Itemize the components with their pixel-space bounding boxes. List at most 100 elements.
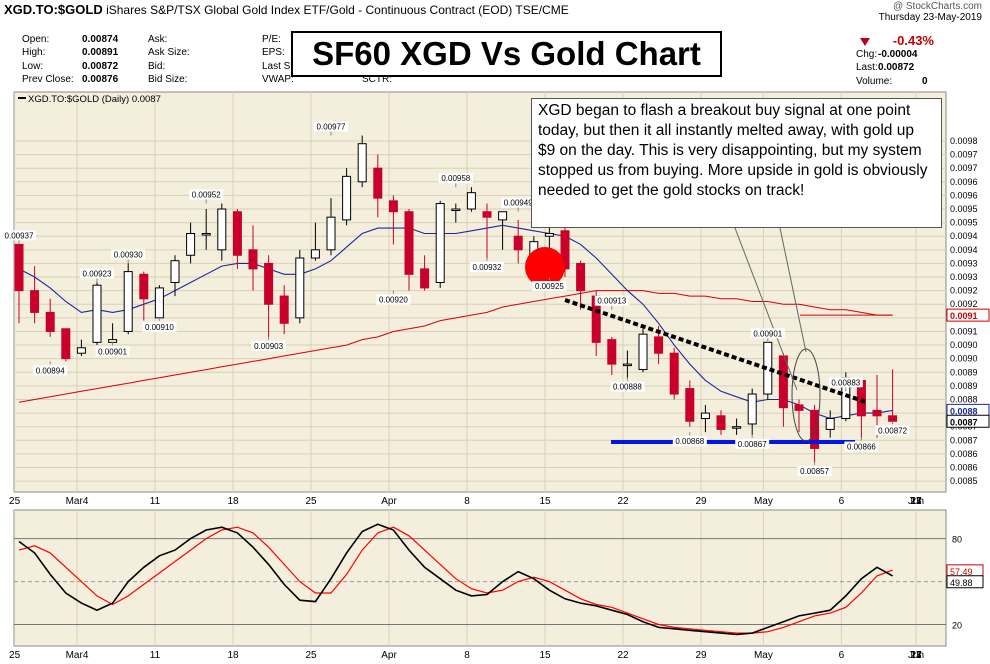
stat-vwap: VWAP: [262,74,294,86]
candle-body [638,333,648,371]
callout-line [734,227,798,391]
long-moving-average-line [18,290,893,403]
candle-body [794,404,804,411]
stat-low: Low: 0.00872 [22,60,118,73]
candle-body [139,273,149,300]
price-annotation-bg [797,466,832,477]
candle-body [30,290,40,313]
price-annotation-bg [376,294,411,305]
price-y-tick-label: 0.0096 [950,190,978,200]
price-y-tick-label: 0.0085 [950,476,978,486]
stat-bid: Bid: [148,60,166,72]
stat-label: Last: [856,62,878,74]
candle-body [45,311,55,332]
stat-ask: Ask: [148,34,168,45]
candle-body [685,388,695,422]
candle-body [607,339,617,365]
price-annotation-label: 0.00937 [5,231,34,240]
candle-body [154,287,164,319]
osc-x-tick-label: 29 [695,650,707,661]
price-annotation-bg [532,281,567,292]
price-annotation-bg [2,230,36,241]
candle-body [201,232,211,236]
osc-x-tick-label: 6 [839,650,845,661]
candle-body [810,409,820,449]
price-y-tick-label: 0.0093 [950,258,978,268]
osc-x-tick-label: 15 [539,650,551,661]
stat-label: Prev Close: [22,74,74,86]
stat-high: High: 0.00891 [22,46,118,59]
price-annotation-bg [438,173,473,184]
stat-value: 0.00876 [82,74,119,86]
price-x-tick-label: 21 [910,496,922,507]
osc-x-tick-label: 27 [910,650,922,661]
price-y-tick-label: 0.0097 [950,163,978,173]
price-annotation-bg [33,365,68,376]
chart-title: XGD.TO:$GOLD iShares S&P/TSX Global Gold… [4,2,569,17]
price-y-tick-label: 0.0093 [950,272,978,282]
price-annotation-label: 0.00977 [317,123,346,132]
price-annotation-bg [501,197,536,208]
price-x-tick-label: Jun [908,496,924,507]
last-price-tag [946,308,990,322]
stats-right: Chg: -0.00004 Last: 0.00872 Volume: 0 [856,48,928,88]
osc-x-tick-label: May [754,650,773,661]
price-x-tick-label: 11 [150,496,161,507]
stat-ask-size: Ask Size: [148,47,190,59]
annotation-box: XGD began to flash a breakout buy signal… [531,98,942,228]
price-annotation-bg [142,321,177,332]
price-annotation-bg [111,249,146,260]
stat-label: High: [22,47,46,59]
candle-body [576,262,586,292]
osc-x-tick-label: Jun [908,650,924,661]
stat-label: Open: [22,34,50,45]
price-x-tick-label: 27 [910,496,922,507]
candle-body [123,271,133,332]
price-annotation-label: 0.00867 [738,440,767,449]
candle-body [716,415,726,430]
stats-mid: Ask: Ask Size: Bid: Bid Size: [148,33,190,87]
watermark: @ StockCharts.com [892,1,982,12]
stat-value: 0.00874 [82,34,119,45]
osc-x-tick-label: 18 [227,650,239,661]
candle-body [732,426,742,429]
last-price-tag [946,414,990,428]
price-x-tick-label: 22 [617,496,629,507]
candle-body [326,216,336,251]
price-y-tick-label: 0.0091 [950,326,978,336]
candle-body [435,203,445,283]
osc-x-tick-label: Apr [381,650,397,661]
price-x-tick-label: Mar4 [66,496,89,507]
candle-body [825,418,835,430]
price-annotation-bg [251,340,286,351]
price-annotation-label: 0.00883 [831,378,860,387]
stat-sctr: SCTR: [362,74,392,85]
price-y-tick-label: 0.0089 [950,381,978,391]
candle-body [466,192,476,210]
date: Thursday 23-May-2019 [878,12,982,23]
candle-body [279,295,289,324]
osc-x-tick-label: 8 [464,650,470,661]
price-annotation-bg [844,441,879,452]
price-annotation-bg [735,438,770,449]
candle-body [264,262,274,305]
candle-body [232,211,242,256]
price-y-tick-label: 0.0086 [950,463,978,473]
price-annotation-bg [610,381,645,392]
price-annotation-label: 0.00866 [847,443,876,452]
price-annotation-label: 0.00949 [504,199,533,208]
price-annotation-bg [95,346,130,357]
stats-mid2: P/E: EPS: Last Sl VWAP: [262,33,294,87]
candle-body [669,352,679,395]
candle-body [560,230,570,270]
price-annotation-label: 0.00857 [800,467,829,476]
price-annotation-label: 0.00903 [254,342,283,351]
osc-x-tick-label: 11 [150,650,161,661]
candle-body [700,412,710,420]
price-y-tick-label: 0.0088 [950,394,978,404]
stat-label: Volume: [856,75,893,87]
price-annotation-bg [189,189,224,200]
price-annotation-label: 0.00920 [379,296,408,305]
candle-body [420,268,430,289]
candle-body [544,232,554,237]
